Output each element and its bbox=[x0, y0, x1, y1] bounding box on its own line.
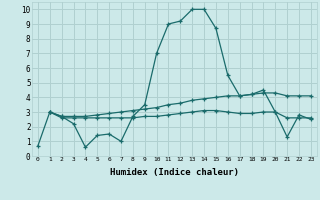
X-axis label: Humidex (Indice chaleur): Humidex (Indice chaleur) bbox=[110, 168, 239, 177]
